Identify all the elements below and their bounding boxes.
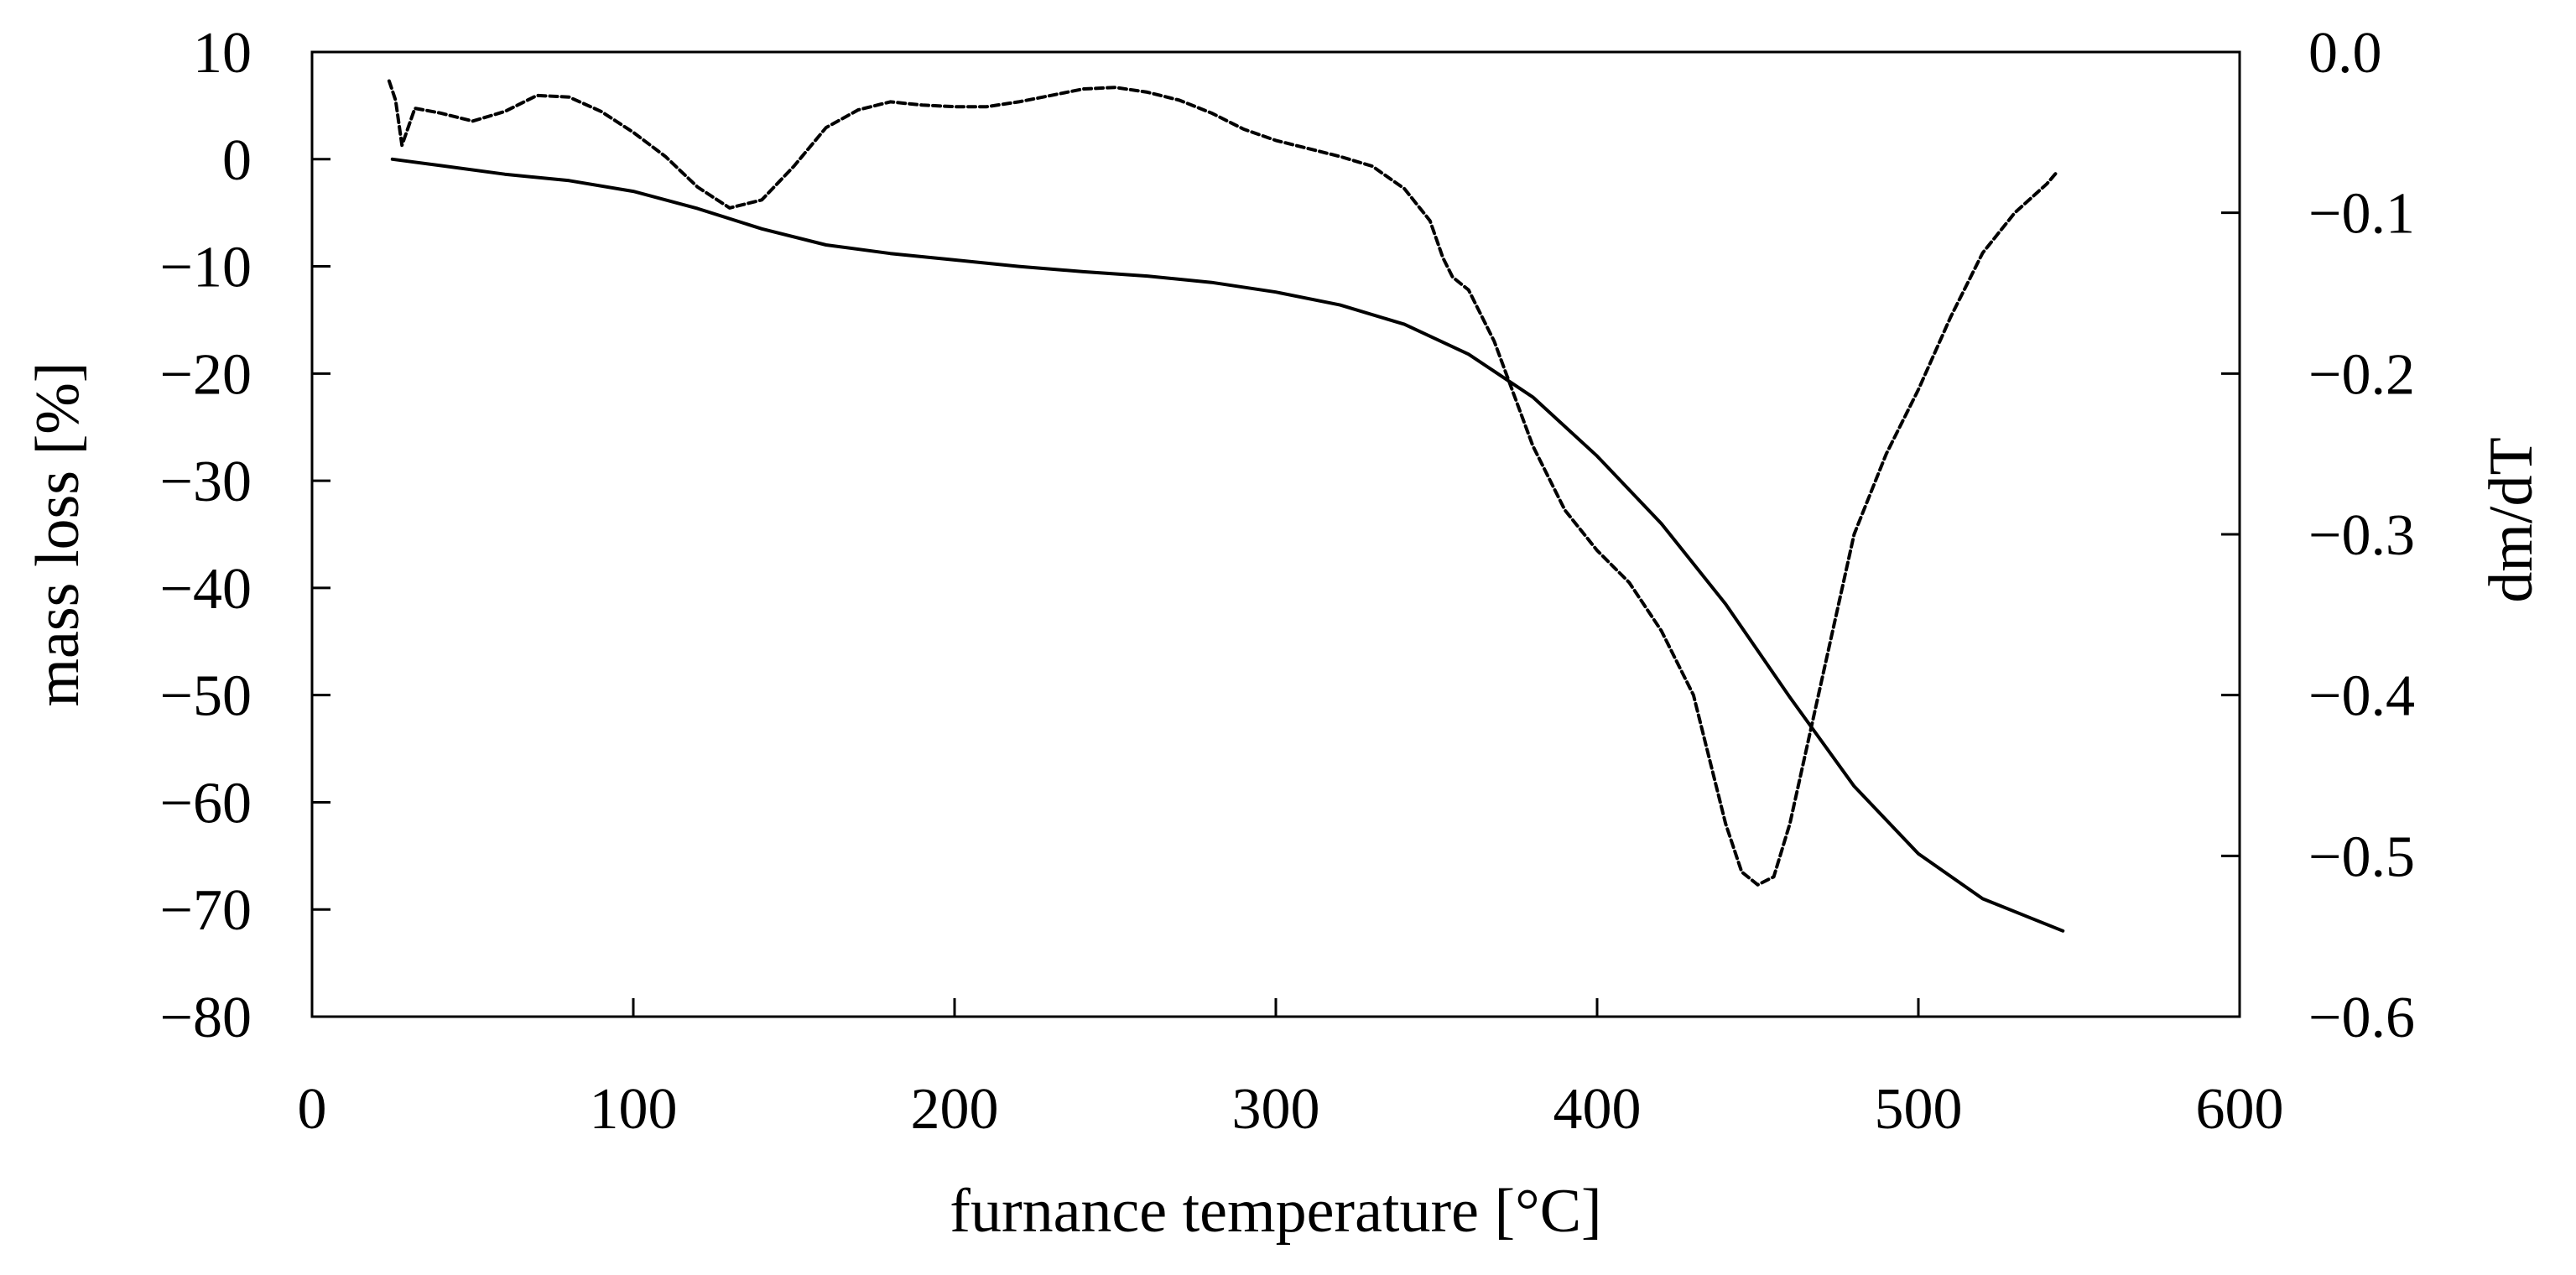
- x-tick-label: 200: [911, 1077, 999, 1142]
- x-axis-title: furnance temperature [°C]: [950, 1177, 1601, 1246]
- dmdt-series-line: [387, 79, 2058, 887]
- y-tick-label: −30: [160, 450, 252, 514]
- y-tick-label: 0: [222, 128, 252, 193]
- y-axis-title: mass loss [%]: [23, 362, 92, 706]
- y-tick-label: −20: [160, 342, 252, 407]
- y2-tick-label: 0.0: [2308, 21, 2382, 86]
- y-tick-label: −10: [160, 236, 252, 300]
- mass-loss-series-line: [390, 157, 2065, 933]
- x-tick-label: 400: [1553, 1077, 1642, 1142]
- y-axis-right: 0.0 −0.1 −0.2 −0.3 −0.4 −0.5 −0.6: [2221, 21, 2415, 1050]
- y2-axis-title: dm/dT: [2477, 437, 2546, 602]
- plot-frame: [310, 50, 2241, 1018]
- y2-tick-label: −0.5: [2308, 825, 2415, 889]
- y2-tick-label: −0.6: [2308, 986, 2415, 1050]
- y2-tick-label: −0.3: [2308, 503, 2415, 568]
- y2-tick-label: −0.4: [2308, 664, 2415, 729]
- y-tick-label: −70: [160, 878, 252, 943]
- x-tick-label: 500: [1875, 1077, 1963, 1142]
- series-layer: [387, 79, 2065, 933]
- y-axis-left: 10 0 −10 −20 −30 −40 −50 −60 −70 −80: [160, 21, 330, 1050]
- x-tick-label: 100: [590, 1077, 678, 1142]
- x-axis: 0 100 200 300 400 500 600: [298, 998, 2284, 1142]
- y2-tick-label: −0.2: [2308, 342, 2415, 407]
- x-tick-label: 300: [1232, 1077, 1320, 1142]
- y2-tick-label: −0.1: [2308, 182, 2415, 247]
- x-tick-label: 600: [2196, 1077, 2284, 1142]
- y-tick-label: 10: [193, 21, 252, 86]
- y-tick-label: −50: [160, 664, 252, 729]
- y-tick-label: −40: [160, 557, 252, 622]
- x-tick-label: 0: [298, 1077, 327, 1142]
- y-tick-label: −80: [160, 986, 252, 1050]
- y-tick-label: −60: [160, 771, 252, 835]
